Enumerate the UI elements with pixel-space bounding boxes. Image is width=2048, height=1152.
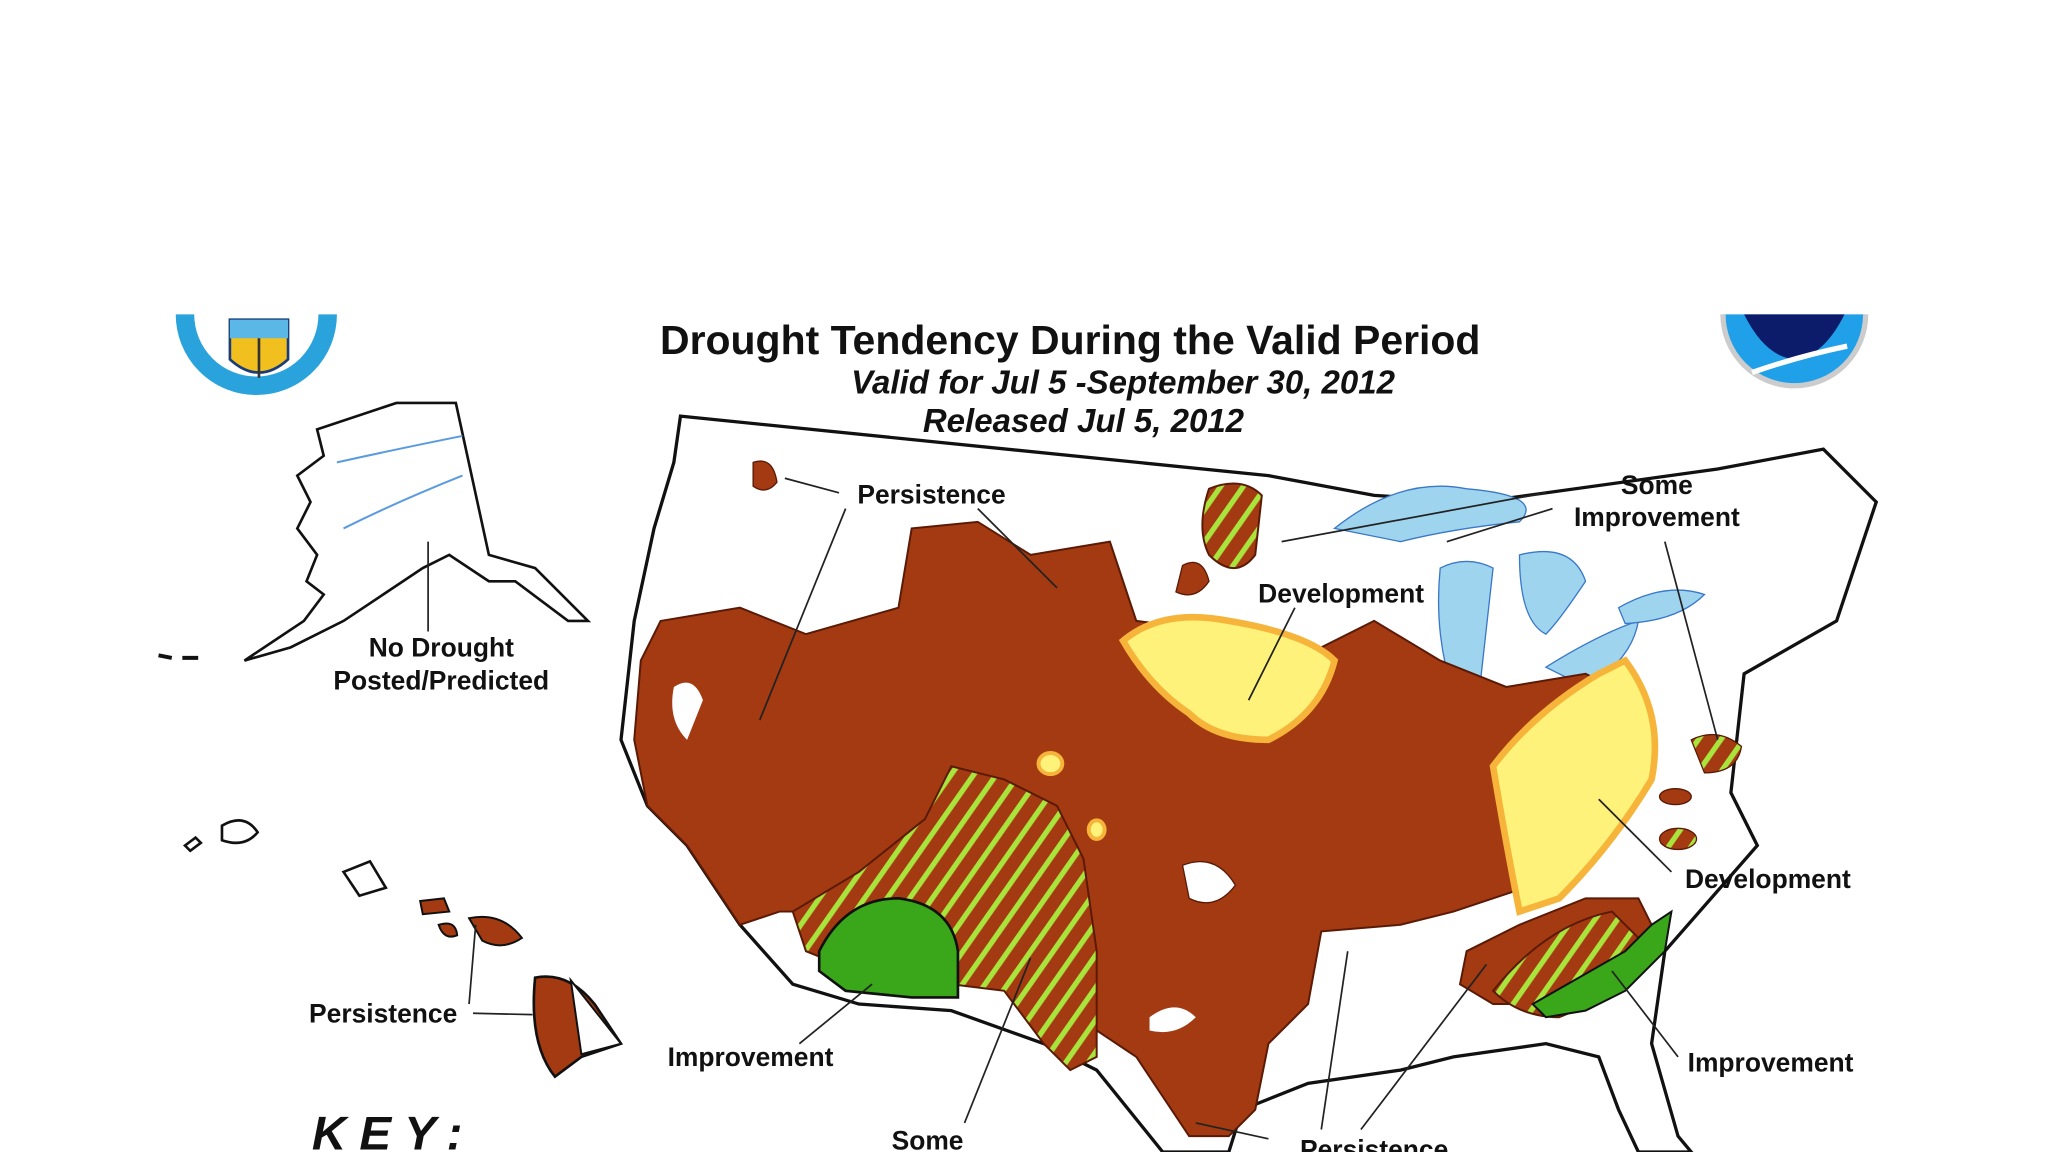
label-persistence-south: Persistence	[1300, 1135, 1448, 1152]
improvement-regions	[817, 897, 1673, 1019]
alaska-region	[158, 401, 592, 662]
label-development-mn: Development	[1258, 578, 1424, 608]
label-development-east: Development	[1685, 864, 1851, 894]
annotation-leaders	[427, 477, 1719, 1140]
label-no-drought-2: Posted/Predicted	[333, 666, 549, 696]
label-persistence-hi: Persistence	[309, 999, 457, 1029]
label-no-drought-1: No Drought	[369, 633, 514, 663]
label-persistence-nw: Persistence	[857, 479, 1005, 509]
label-some-improvement-2: Improvement	[1574, 502, 1740, 532]
development-regions	[1036, 613, 1659, 916]
release-date: Released Jul 5, 2012	[923, 402, 1245, 439]
valid-period: Valid for Jul 5 -September 30, 2012	[851, 364, 1395, 401]
map-title: Drought Tendency During the Valid Period	[660, 317, 1480, 363]
key-heading: KEY:	[312, 1107, 476, 1152]
label-improvement-sw: Improvement	[668, 1042, 834, 1072]
label-improvement-se: Improvement	[1688, 1047, 1854, 1077]
no-drought-holes	[672, 682, 1237, 1033]
hawaii-region	[182, 819, 624, 1079]
label-some-sw: Some	[892, 1125, 964, 1152]
noaa-logo-icon	[1720, 314, 1869, 389]
usda-seal-icon	[175, 314, 337, 395]
great-lakes	[1332, 485, 1706, 695]
label-some-improvement-1: Some	[1621, 470, 1693, 500]
